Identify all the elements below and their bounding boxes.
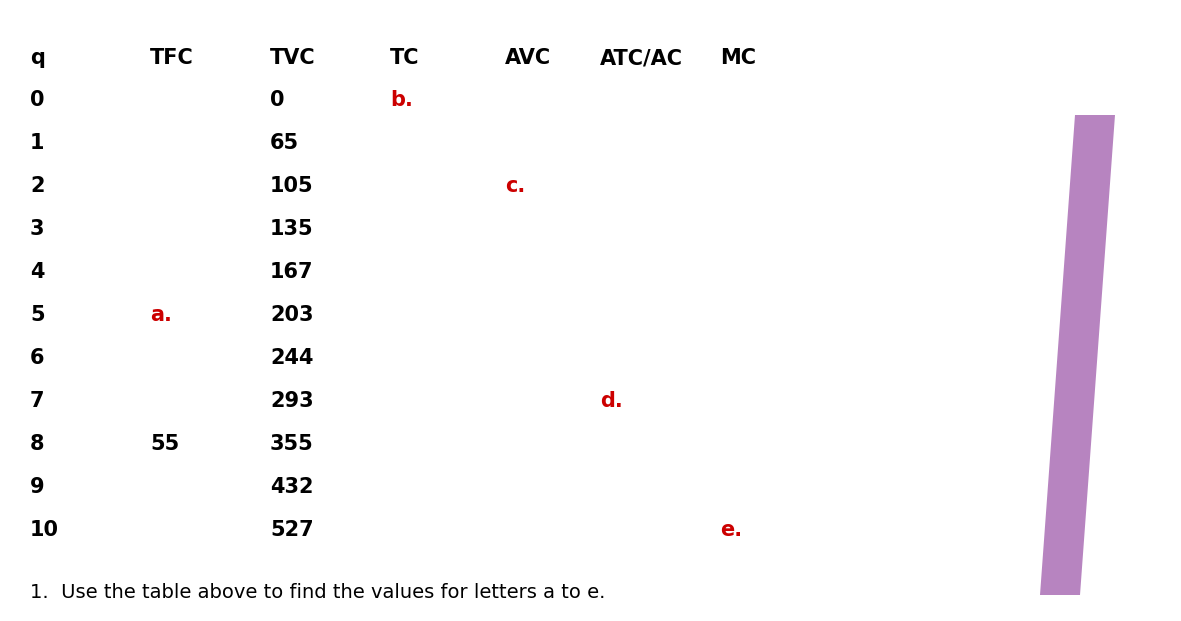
Text: 203: 203: [270, 305, 313, 325]
Text: 65: 65: [270, 133, 299, 153]
Text: 167: 167: [270, 262, 313, 282]
Text: 1: 1: [30, 133, 45, 153]
Text: 244: 244: [270, 348, 313, 368]
Text: MC: MC: [720, 48, 756, 68]
Text: 1.  Use the table above to find the values for letters a to e.: 1. Use the table above to find the value…: [30, 583, 606, 602]
Text: 5: 5: [30, 305, 45, 325]
Text: d.: d.: [600, 391, 622, 411]
Text: 7: 7: [30, 391, 45, 411]
Text: b.: b.: [390, 90, 413, 110]
Text: 293: 293: [270, 391, 314, 411]
Text: 6: 6: [30, 348, 45, 368]
Text: e.: e.: [720, 520, 742, 540]
Text: TVC: TVC: [270, 48, 315, 68]
Text: ATC/AC: ATC/AC: [600, 48, 683, 68]
Text: TFC: TFC: [150, 48, 194, 68]
Text: 0: 0: [270, 90, 285, 110]
Text: 135: 135: [270, 219, 314, 239]
Text: 2: 2: [30, 176, 45, 196]
Text: 55: 55: [150, 434, 180, 454]
Text: 8: 8: [30, 434, 45, 454]
Text: AVC: AVC: [505, 48, 552, 68]
Text: 9: 9: [30, 477, 45, 497]
Text: 527: 527: [270, 520, 314, 540]
Text: 3: 3: [30, 219, 45, 239]
Polygon shape: [1040, 115, 1115, 595]
Text: 355: 355: [270, 434, 314, 454]
Text: TC: TC: [390, 48, 419, 68]
Text: c.: c.: [505, 176, 526, 196]
Text: 10: 10: [30, 520, 59, 540]
Text: 0: 0: [30, 90, 45, 110]
Text: a.: a.: [150, 305, 172, 325]
Text: 105: 105: [270, 176, 314, 196]
Text: q: q: [30, 48, 45, 68]
Text: 4: 4: [30, 262, 45, 282]
Text: 432: 432: [270, 477, 313, 497]
